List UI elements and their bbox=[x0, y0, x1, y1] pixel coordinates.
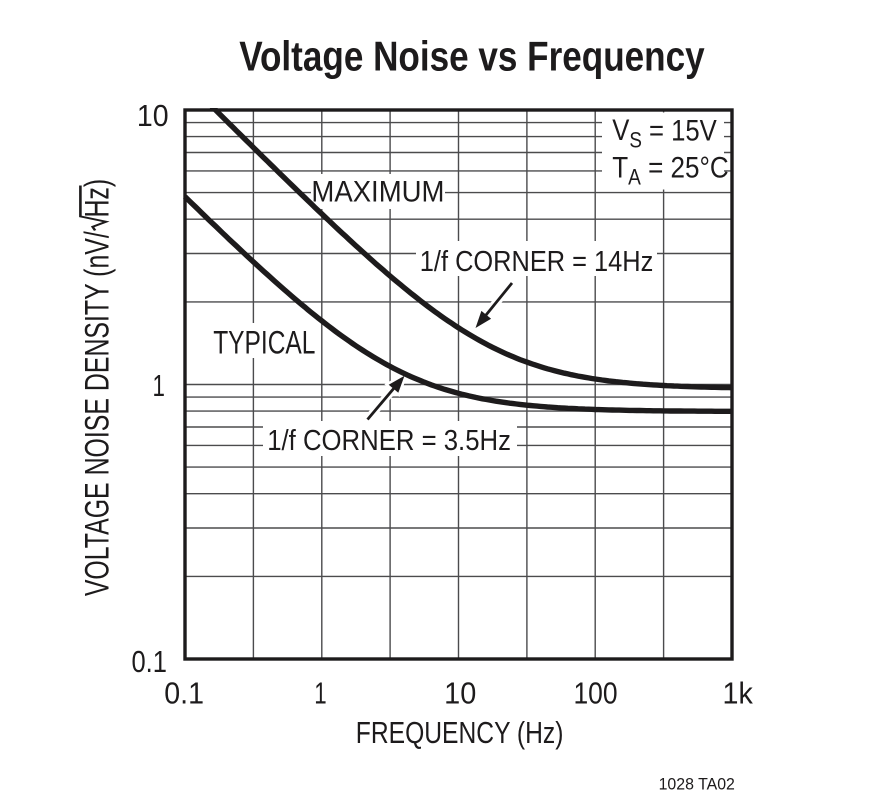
svg-text:Voltage Noise vs Frequency: Voltage Noise vs Frequency bbox=[239, 33, 705, 80]
svg-text:10: 10 bbox=[137, 99, 169, 133]
svg-text:TA = 25°C: TA = 25°C bbox=[612, 151, 728, 190]
svg-text:0.1: 0.1 bbox=[164, 676, 204, 710]
svg-text:1/f CORNER = 3.5Hz: 1/f CORNER = 3.5Hz bbox=[267, 423, 511, 456]
svg-text:10: 10 bbox=[444, 677, 476, 711]
svg-text:0.1: 0.1 bbox=[131, 645, 166, 680]
svg-text:VOLTAGE NOISE DENSITY (nV/√Hz): VOLTAGE NOISE DENSITY (nV/√Hz) bbox=[79, 179, 117, 596]
svg-text:1028 TA02: 1028 TA02 bbox=[659, 775, 735, 794]
svg-text:1/f CORNER = 14Hz: 1/f CORNER = 14Hz bbox=[420, 244, 653, 277]
svg-text:TYPICAL: TYPICAL bbox=[213, 325, 315, 361]
svg-text:1: 1 bbox=[152, 368, 164, 402]
svg-text:1: 1 bbox=[314, 676, 326, 710]
svg-text:FREQUENCY (Hz): FREQUENCY (Hz) bbox=[356, 716, 564, 750]
svg-text:MAXIMUM: MAXIMUM bbox=[311, 175, 444, 208]
svg-text:100: 100 bbox=[573, 677, 617, 711]
svg-text:1k: 1k bbox=[723, 676, 753, 710]
